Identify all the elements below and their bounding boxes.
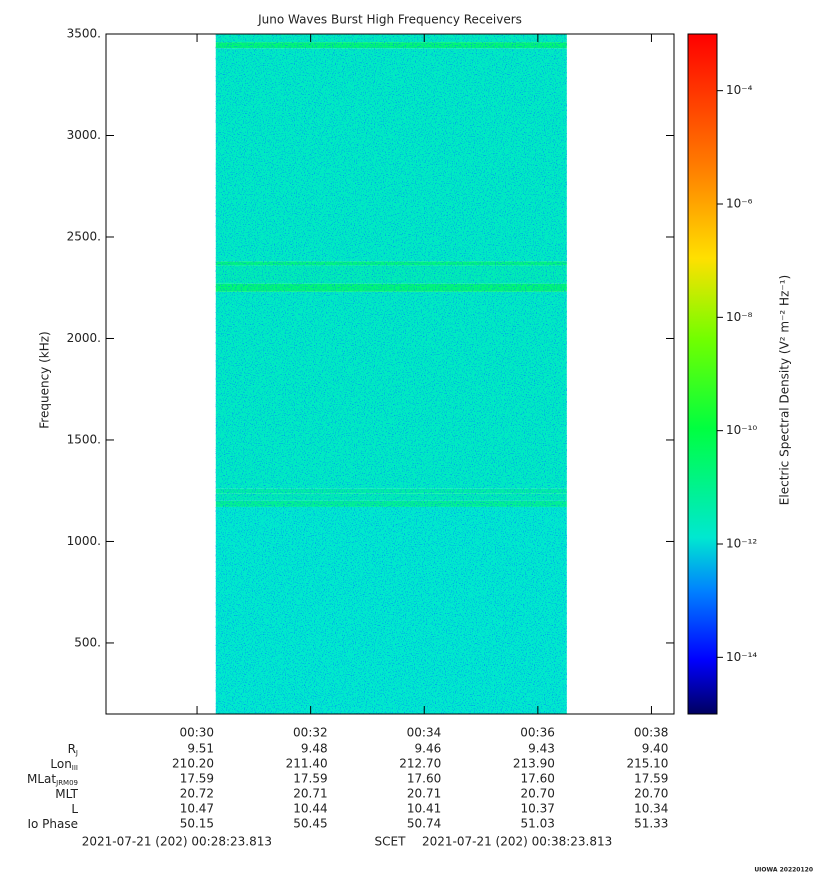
colorbar-label: Electric Spectral Density (V² m⁻² Hz⁻¹) [778,275,792,505]
colorbar [687,33,718,715]
ephemeris-value: 20.71 [407,787,441,801]
ephemeris-name: MLT [55,787,78,801]
ephemeris-name: L [71,802,78,816]
ephemeris-value: 210.20 [172,757,214,771]
ephemeris-value: 9.48 [301,742,328,756]
colorbar-tick-label: 10⁻¹⁴ [726,650,757,664]
ephemeris-subscript: III [72,764,78,772]
ephemeris-value: 51.33 [634,817,668,831]
x-tick-label: 00:32 [293,726,328,740]
ephemeris-value: 20.72 [180,787,214,801]
ephemeris-value: 50.15 [180,817,214,831]
ephemeris-value: 10.44 [293,802,327,816]
x-tick-label: 00:36 [520,726,555,740]
ephemeris-value: 10.47 [180,802,214,816]
y-tick-label: 1500. [67,432,101,446]
ephemeris-label: MLatJRM09 [27,772,78,788]
ephemeris-value: 10.37 [520,802,554,816]
y-tick-label: 3500. [67,27,101,41]
ephemeris-value: 17.59 [180,772,214,786]
y-tick-label: 2000. [67,331,101,345]
colorbar-tick-label: 10⁻¹² [726,537,757,551]
chart-title: Juno Waves Burst High Frequency Receiver… [257,13,522,27]
y-tick-label: 500. [74,635,101,649]
y-axis-label: Frequency (kHz) [38,331,52,428]
ephemeris-value: 17.60 [407,772,441,786]
ephemeris-label: Io Phase [27,817,78,831]
ephemeris-name: Io Phase [27,817,78,831]
y-tick-label: 2500. [67,229,101,243]
plot-frame [105,33,675,715]
y-tick-label: 1000. [67,534,101,548]
ephemeris-name: Lon [50,757,71,771]
ephemeris-value: 10.34 [634,802,668,816]
footer-scet: SCET [375,835,407,849]
ephemeris-value: 20.70 [634,787,668,801]
ephemeris-value: 17.60 [520,772,554,786]
ephemeris-label: MLT [55,787,78,801]
x-tick-label: 00:34 [407,726,442,740]
ephemeris-value: 20.70 [520,787,554,801]
colorbar-tick-label: 10⁻⁶ [726,197,753,211]
x-tick-label: 00:30 [179,726,214,740]
ephemeris-subscript: J [75,749,78,757]
ephemeris-name: R [68,742,76,756]
ephemeris-subscript: JRM09 [55,779,78,787]
ephemeris-value: 50.45 [293,817,327,831]
stamp: UIOWA 20220120 [754,867,813,874]
ephemeris-value: 9.40 [642,742,669,756]
ephemeris-value: 17.59 [634,772,668,786]
ephemeris-label: LonIII [50,757,78,773]
ephemeris-label: L [71,802,78,816]
ephemeris-value: 17.59 [293,772,327,786]
ephemeris-value: 9.46 [415,742,442,756]
ephemeris-value: 215.10 [626,757,668,771]
ephemeris-value: 212.70 [399,757,441,771]
ephemeris-value: 9.43 [528,742,555,756]
ephemeris-value: 20.71 [293,787,327,801]
ephemeris-value: 51.03 [520,817,554,831]
y-tick-label: 3000. [67,128,101,142]
noise-texture [215,34,567,714]
ephemeris-value: 50.74 [407,817,441,831]
ephemeris-value: 213.90 [513,757,555,771]
colorbar-tick-label: 10⁻¹⁰ [726,423,757,437]
footer-start: 2021-07-21 (202) 00:28:23.813 [82,835,272,849]
ephemeris-name: MLat [27,772,56,786]
x-tick-label: 00:38 [634,726,669,740]
footer-end: 2021-07-21 (202) 00:38:23.813 [422,835,612,849]
ephemeris-label: RJ [68,742,78,758]
colorbar-tick-label: 10⁻⁴ [726,83,753,97]
ephemeris-value: 211.40 [286,757,328,771]
ephemeris-value: 10.41 [407,802,441,816]
ephemeris-value: 9.51 [187,742,214,756]
colorbar-tick-label: 10⁻⁸ [726,310,753,324]
